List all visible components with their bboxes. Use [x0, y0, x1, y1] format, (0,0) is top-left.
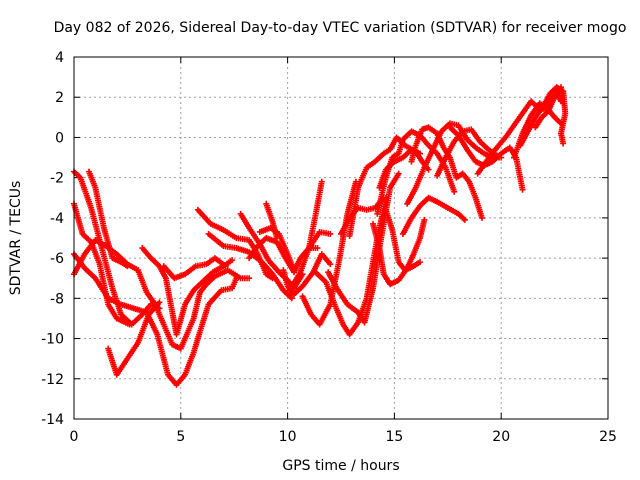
y-tick-label: 2	[55, 90, 64, 106]
data-point	[478, 214, 485, 221]
data-point	[327, 261, 334, 268]
data-point	[318, 178, 325, 185]
data-point	[156, 299, 163, 306]
data-point	[288, 295, 295, 302]
data-point	[461, 216, 468, 223]
y-tick-label: 4	[55, 50, 64, 66]
x-tick-label: 20	[492, 429, 510, 445]
series-arc-14	[263, 200, 280, 241]
data-point	[246, 275, 253, 282]
data-point	[560, 140, 567, 147]
data-points	[71, 84, 569, 388]
data-point	[126, 321, 133, 328]
y-axis-label: SDTVAR / TECUs	[8, 181, 24, 296]
chart-title: Day 082 of 2026, Sidereal Day-to-day VTE…	[54, 20, 627, 36]
tick-labels: 0 5 10 15 20 25 -14 -12 -10 -8 -6 -4 -2 0 2 4	[41, 50, 617, 445]
data-point	[560, 100, 567, 107]
series-arc-31	[446, 124, 526, 193]
y-tick-label: -2	[50, 171, 64, 187]
x-tick-label: 5	[176, 429, 185, 445]
data-point	[314, 245, 321, 252]
y-tick-label: -10	[41, 332, 64, 348]
series-arc-6	[71, 237, 253, 352]
series-arc-18	[305, 178, 325, 252]
series-arc-35	[532, 84, 567, 131]
series-arc-7	[139, 245, 236, 338]
series-arc-25	[374, 128, 458, 217]
x-axis-label: GPS time / hours	[282, 458, 399, 474]
series-arc-8	[160, 255, 229, 282]
data-point	[291, 267, 298, 274]
y-tick-label: -8	[50, 291, 64, 307]
data-point	[417, 150, 424, 157]
x-tick-label: 15	[385, 429, 403, 445]
series-arc-9	[194, 206, 276, 282]
data-point	[229, 257, 236, 264]
series-arc-34	[517, 84, 569, 149]
data-point	[519, 186, 526, 193]
series-arc-5	[71, 251, 240, 388]
data-point	[395, 170, 402, 177]
y-tick-label: -6	[50, 251, 64, 267]
data-point	[327, 230, 334, 237]
y-tick-label: -12	[41, 372, 64, 388]
data-point	[417, 259, 424, 266]
x-tick-label: 0	[70, 429, 79, 445]
data-point	[273, 235, 280, 241]
data-point	[222, 263, 229, 270]
series-arc-26	[376, 146, 424, 191]
y-tick-label: -4	[50, 211, 64, 227]
series-arc-10	[205, 230, 295, 302]
data-point	[451, 188, 458, 195]
series-arc-24	[370, 216, 428, 288]
data-point	[421, 216, 428, 223]
y-tick-label: -14	[41, 412, 64, 428]
series-arc-27	[408, 124, 485, 221]
plot-frame	[73, 56, 609, 420]
data-point	[425, 166, 432, 173]
x-tick-label: 25	[599, 429, 617, 445]
y-tick-label: 0	[55, 130, 64, 146]
x-tick-label: 10	[279, 429, 297, 445]
series-arc-28	[399, 194, 468, 237]
